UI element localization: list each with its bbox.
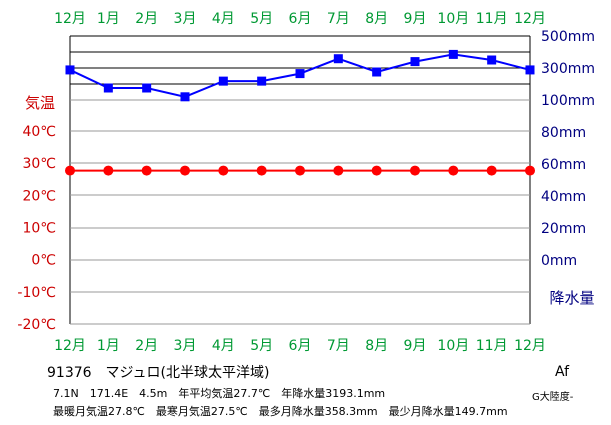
temperature-point [486,165,497,176]
month-label-top: 5月 [250,11,273,27]
month-label-top: 11月 [476,11,508,27]
month-label-bottom: 8月 [365,338,388,354]
precipitation-tick-label: 80mm [541,125,586,141]
precipitation-point [410,57,420,67]
month-label-top: 12月 [54,11,86,27]
temperature-point [333,165,344,176]
temperature-point [103,165,114,176]
temperature-series [65,165,535,176]
precipitation-tick-label: 100mm [541,93,595,109]
month-label-bottom: 10月 [437,338,469,354]
precipitation-point [487,55,497,65]
temperature-point [525,165,535,176]
month-label-top: 10月 [437,11,469,27]
temperature-axis-ticks: 40℃ 30℃ 20℃ 10℃ 0℃ -10℃ -20℃ [17,124,56,333]
precipitation-tick-label: 20mm [541,221,586,237]
month-label-top: 3月 [174,11,197,27]
month-label-bottom: 11月 [476,338,508,354]
precipitation-point [295,69,305,79]
koppen-class: Af [555,364,570,380]
month-label-bottom: 4月 [212,338,235,354]
precipitation-point [333,54,343,64]
temperature-point [295,165,305,176]
temperature-point [180,165,190,176]
temperature-point [448,165,459,176]
station-summary: 7.1N 171.4E 4.5m 年平均気温27.7℃ 年降水量3193.1mm [53,387,386,400]
month-label-top: 6月 [289,11,312,27]
temperature-tick-label: -20℃ [17,317,56,333]
temperature-tick-label: 10℃ [22,221,56,237]
month-label-top: 8月 [365,11,388,27]
month-label-bottom: 2月 [135,338,158,354]
precipitation-point [448,49,458,59]
precipitation-point [65,65,75,75]
precipitation-point [372,67,382,77]
temperature-point [218,165,229,176]
month-label-bottom: 5月 [250,338,273,354]
month-label-top: 4月 [212,11,235,27]
precipitation-axis-ticks: 500mm 300mm 100mm 80mm 60mm 40mm 20mm 0mm [541,29,595,269]
month-label-bottom: 12月 [514,338,546,354]
precipitation-point [218,76,228,86]
temperature-tick-label: 0℃ [31,253,56,269]
temperature-tick-label: 30℃ [22,156,56,172]
month-label-top: 9月 [404,11,427,27]
continentality-index: G大陸度- [532,392,574,403]
top-month-labels: 12月 1月 2月 3月 4月 5月 6月 7月 8月 9月 10月 11月 12月 [54,11,546,27]
month-label-bottom: 6月 [289,338,312,354]
month-label-top: 7月 [327,11,350,27]
month-label-top: 1月 [97,11,120,27]
temperature-point [65,165,75,176]
month-label-bottom: 9月 [404,338,427,354]
month-label-bottom: 3月 [174,338,197,354]
precipitation-point [525,65,535,75]
station-name: 91376 マジュロ(北半球太平洋域) [47,365,270,381]
month-label-bottom: 12月 [54,338,86,354]
precipitation-tick-label: 60mm [541,157,586,173]
precipitation-tick-label: 40mm [541,189,586,205]
precipitation-axis-label: 降水量 [549,289,594,307]
temperature-point [410,165,420,176]
precipitation-tick-label: 300mm [541,61,595,77]
month-label-top: 12月 [514,11,546,27]
precipitation-point [103,83,113,93]
temperature-tick-label: 20℃ [22,188,56,204]
precipitation-series [65,49,535,102]
month-label-top: 2月 [135,11,158,27]
month-label-bottom: 1月 [97,338,120,354]
precipitation-point [180,92,190,102]
precipitation-tick-label: 0mm [541,253,577,269]
temperature-tick-label: -10℃ [17,285,56,301]
precipitation-point [142,83,152,93]
temperature-point [371,165,382,176]
temperature-tick-label: 40℃ [22,124,56,140]
precipitation-tick-label: 500mm [541,29,595,45]
monthly-extremes: 最暖月気温27.8℃ 最寒月気温27.5℃ 最多月降水量358.3mm 最少月降… [53,405,508,418]
precipitation-point [257,76,267,86]
temperature-point [141,165,152,176]
bottom-month-labels: 12月 1月 2月 3月 4月 5月 6月 7月 8月 9月 10月 11月 12月 [54,338,546,354]
grid-lines [69,35,531,325]
temperature-point [256,165,267,176]
temperature-axis-label: 気温 [25,94,55,112]
climate-chart: 12月 1月 2月 3月 4月 5月 6月 7月 8月 9月 10月 11月 12月 12月 1月 2月 3月… [17,11,595,354]
month-label-bottom: 7月 [327,338,350,354]
